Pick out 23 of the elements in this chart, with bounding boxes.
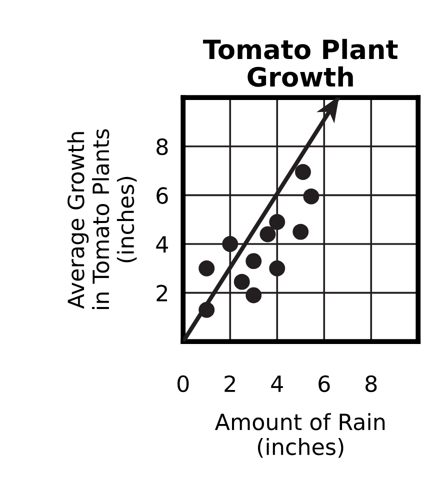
point xyxy=(222,236,238,252)
point xyxy=(292,224,309,240)
point xyxy=(269,260,286,276)
x-tick-label: 2 xyxy=(224,375,235,392)
x-axis-title: Amount of Rain (inches) xyxy=(214,413,385,458)
x-tick-label: 6 xyxy=(318,375,330,392)
y-tick-label: 6 xyxy=(156,187,168,204)
point xyxy=(234,274,250,290)
x-tick-label: 0 xyxy=(178,375,189,392)
point xyxy=(294,164,311,180)
point xyxy=(303,188,320,204)
y-tick-label: 8 xyxy=(156,138,168,156)
y-tick-label: 2 xyxy=(156,284,168,302)
point xyxy=(246,287,262,304)
x-tick-label: 8 xyxy=(366,375,377,392)
y-axis-title: Average Growth in Tomato Plants (inches) xyxy=(67,129,137,309)
x-tick-label: 4 xyxy=(271,376,283,392)
point xyxy=(198,260,215,276)
point xyxy=(246,253,262,270)
point xyxy=(260,226,276,242)
point xyxy=(269,214,286,230)
y-tick-label: 4 xyxy=(156,236,168,252)
chart-title: Tomato Plant Growth xyxy=(203,38,398,87)
